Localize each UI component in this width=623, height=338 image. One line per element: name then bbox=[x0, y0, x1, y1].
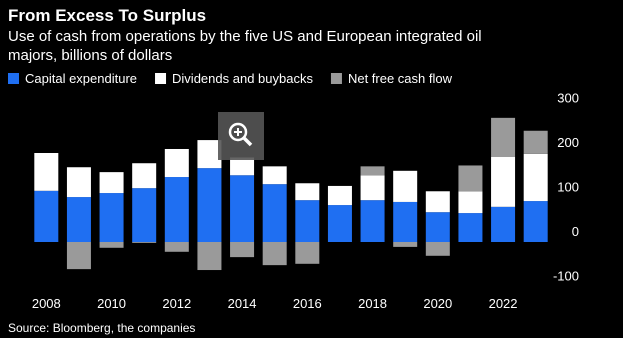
bar bbox=[425, 191, 450, 213]
bar bbox=[197, 242, 222, 271]
source: Source: Bloomberg, the companies bbox=[8, 321, 195, 335]
chart-title: From Excess To Surplus bbox=[8, 6, 206, 25]
bar bbox=[393, 201, 418, 242]
bar bbox=[327, 205, 352, 242]
bar bbox=[99, 193, 124, 242]
zoom-background bbox=[218, 112, 264, 160]
y-tick-label: 0 bbox=[572, 224, 579, 239]
bar bbox=[66, 197, 91, 242]
y-tick-label: 100 bbox=[557, 180, 579, 195]
legend-label: Net free cash flow bbox=[348, 71, 453, 86]
bar bbox=[295, 242, 320, 264]
x-tick-label: 2016 bbox=[293, 296, 322, 311]
plot-area: -100 0 100 200 300 2008 2010 2012 2014 2016 2018 20… bbox=[32, 91, 579, 312]
bar bbox=[393, 242, 418, 247]
bar bbox=[164, 148, 189, 178]
bar bbox=[491, 117, 516, 158]
bar bbox=[262, 184, 287, 242]
bar bbox=[523, 153, 548, 202]
bar bbox=[34, 153, 59, 191]
bar bbox=[523, 201, 548, 242]
bar bbox=[295, 183, 320, 201]
bar bbox=[327, 185, 352, 206]
bar bbox=[425, 242, 450, 256]
bar bbox=[491, 206, 516, 242]
bar bbox=[523, 130, 548, 154]
x-tick-label: 2022 bbox=[489, 296, 518, 311]
x-tick-label: 2018 bbox=[358, 296, 387, 311]
bar bbox=[164, 177, 189, 242]
bar bbox=[491, 157, 516, 207]
bar bbox=[99, 172, 124, 194]
bar bbox=[458, 213, 483, 242]
zoom-button[interactable] bbox=[218, 112, 264, 160]
x-tick-label: 2020 bbox=[423, 296, 452, 311]
bar bbox=[66, 242, 91, 270]
bar bbox=[230, 242, 255, 258]
bar bbox=[164, 242, 189, 252]
x-tick-label: 2014 bbox=[228, 296, 257, 311]
x-tick-label: 2008 bbox=[32, 296, 61, 311]
bar bbox=[393, 170, 418, 202]
y-tick-label: -100 bbox=[553, 269, 579, 284]
bar bbox=[360, 166, 385, 176]
x-tick-label: 2012 bbox=[162, 296, 191, 311]
bar bbox=[458, 165, 483, 192]
legend-label: Capital expenditure bbox=[25, 71, 137, 86]
legend-swatch bbox=[330, 73, 342, 84]
bar bbox=[360, 175, 385, 201]
legend: Capital expenditure Dividends and buyback… bbox=[8, 71, 453, 86]
bar bbox=[197, 168, 222, 242]
bar bbox=[230, 175, 255, 242]
y-tick-label: 300 bbox=[557, 91, 579, 106]
bar bbox=[197, 140, 222, 169]
bar bbox=[425, 212, 450, 242]
bar bbox=[132, 163, 157, 189]
bar bbox=[132, 188, 157, 242]
y-tick-label: 200 bbox=[557, 135, 579, 150]
bar bbox=[360, 200, 385, 242]
legend-swatch bbox=[8, 73, 19, 84]
zoom-handle bbox=[242, 136, 253, 147]
zoom-lens bbox=[228, 122, 248, 142]
bar bbox=[132, 242, 157, 243]
x-tick-label: 2010 bbox=[97, 296, 126, 311]
bar bbox=[34, 190, 59, 242]
chart-subtitle: Use of cash from operations by the five … bbox=[8, 28, 482, 64]
legend-swatch bbox=[155, 73, 167, 84]
legend-label: Dividends and buybacks bbox=[172, 71, 313, 86]
bar bbox=[295, 200, 320, 242]
bar bbox=[230, 157, 255, 176]
bar bbox=[458, 191, 483, 214]
bar bbox=[66, 167, 91, 198]
bar bbox=[99, 242, 124, 248]
bar bbox=[262, 242, 287, 266]
bar bbox=[262, 166, 287, 185]
